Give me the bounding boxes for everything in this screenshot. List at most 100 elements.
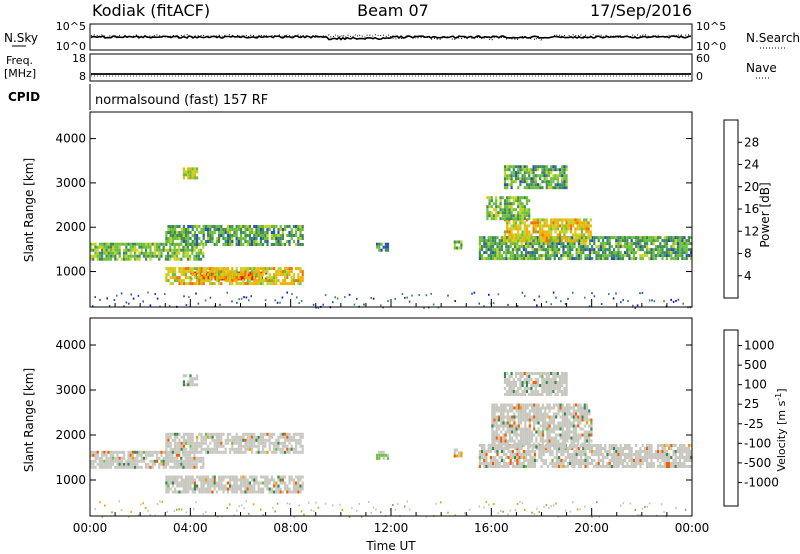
heatmap-cell bbox=[652, 456, 655, 459]
heatmap-cell bbox=[259, 276, 262, 280]
heatmap-cell bbox=[543, 218, 546, 222]
heatmap-cell bbox=[378, 450, 381, 454]
heatmap-cell bbox=[528, 445, 531, 449]
heatmap-cell bbox=[525, 186, 529, 190]
heatmap-cell bbox=[245, 500, 248, 503]
heatmap-cell bbox=[222, 475, 225, 479]
heatmap-cell bbox=[670, 444, 673, 447]
heatmap-cell bbox=[608, 450, 611, 453]
heatmap-cell bbox=[685, 453, 688, 456]
heatmap-cell bbox=[189, 481, 192, 485]
heatmap-cell bbox=[211, 240, 214, 243]
heatmap-cell bbox=[196, 435, 199, 439]
heatmap-cell bbox=[558, 381, 562, 384]
heatmap-cell bbox=[579, 508, 581, 511]
heatmap-cell bbox=[630, 248, 633, 252]
heatmap-cell bbox=[572, 501, 574, 504]
heatmap-cell bbox=[292, 450, 295, 454]
heatmap-cell bbox=[528, 224, 531, 228]
heatmap-cell bbox=[270, 267, 273, 271]
heatmap-cell bbox=[624, 444, 627, 447]
heatmap-cell bbox=[237, 237, 240, 240]
heatmap-cell bbox=[547, 236, 551, 240]
heatmap-cell bbox=[549, 242, 552, 246]
heatmap-cell bbox=[674, 236, 677, 240]
heatmap-cell bbox=[657, 447, 660, 450]
heatmap-cell bbox=[521, 211, 524, 215]
heatmap-cell bbox=[507, 456, 510, 459]
heatmap-cell bbox=[348, 293, 351, 296]
heatmap-cell bbox=[584, 459, 587, 462]
heatmap-cell bbox=[189, 237, 192, 240]
heatmap-cell bbox=[557, 442, 560, 446]
heatmap-cell bbox=[492, 254, 495, 258]
heatmap-cell bbox=[187, 243, 190, 246]
heatmap-cell bbox=[544, 439, 547, 443]
heatmap-cell bbox=[599, 254, 602, 258]
heatmap-cell bbox=[440, 501, 442, 504]
heatmap-cell bbox=[171, 251, 174, 255]
heatmap-cell bbox=[147, 291, 149, 294]
heatmap-cell bbox=[635, 453, 638, 456]
heatmap-cell bbox=[481, 462, 484, 465]
heatmap-cell bbox=[585, 421, 589, 425]
heatmap-cell bbox=[597, 236, 600, 240]
heatmap-cell bbox=[637, 459, 640, 462]
heatmap-cell bbox=[136, 248, 139, 252]
heatmap-cell bbox=[507, 462, 510, 465]
heatmap-cell bbox=[145, 453, 148, 457]
heatmap-cell bbox=[646, 444, 649, 447]
heatmap-cell bbox=[506, 202, 509, 206]
heatmap-cell bbox=[619, 254, 622, 258]
heatmap-cell bbox=[496, 242, 499, 246]
heatmap-cell bbox=[279, 234, 282, 237]
heatmap-cell bbox=[460, 240, 463, 244]
heatmap-cell bbox=[92, 305, 94, 308]
heatmap-cell bbox=[180, 465, 183, 469]
heatmap-cell bbox=[169, 444, 172, 448]
heatmap-cell bbox=[259, 475, 262, 479]
heatmap-cell bbox=[539, 439, 542, 443]
heatmap-cell bbox=[544, 445, 547, 449]
heatmap-cell bbox=[182, 465, 185, 469]
heatmap-cell bbox=[246, 484, 249, 488]
heatmap-cell bbox=[174, 475, 177, 479]
heatmap-cell bbox=[481, 450, 484, 453]
heatmap-cell bbox=[660, 503, 663, 506]
heatmap-cell bbox=[540, 459, 543, 462]
heatmap-cell bbox=[386, 456, 390, 460]
nsky-tick-top: 10^5 bbox=[56, 20, 86, 33]
heatmap-cell bbox=[560, 242, 563, 246]
heatmap-cell bbox=[652, 239, 655, 243]
heatmap-cell bbox=[114, 257, 117, 261]
heatmap-cell bbox=[619, 239, 622, 243]
heatmap-cell bbox=[137, 514, 140, 516]
heatmap-cell bbox=[281, 228, 284, 231]
heatmap-cell bbox=[214, 277, 217, 281]
heatmap-cell bbox=[635, 251, 638, 255]
heatmap-cell bbox=[130, 510, 132, 513]
heatmap-cell bbox=[516, 254, 519, 258]
heatmap-cell bbox=[193, 231, 196, 234]
heatmap-cell bbox=[610, 447, 613, 450]
heatmap-cell bbox=[478, 239, 481, 243]
heatmap-cell bbox=[517, 445, 520, 449]
heatmap-cell bbox=[630, 239, 633, 243]
heatmap-cell bbox=[182, 383, 185, 387]
heatmap-cell bbox=[593, 248, 596, 252]
heatmap-cell bbox=[237, 225, 240, 228]
heatmap-cell bbox=[200, 248, 203, 252]
heatmap-cell bbox=[196, 267, 199, 271]
heatmap-cell bbox=[535, 445, 538, 449]
heatmap-cell bbox=[674, 462, 677, 465]
heatmap-cell bbox=[569, 236, 572, 240]
heatmap-cell bbox=[528, 415, 531, 419]
heatmap-cell bbox=[525, 375, 529, 378]
heatmap-cell bbox=[140, 245, 143, 249]
heatmap-cell bbox=[512, 378, 515, 381]
heatmap-cell bbox=[518, 245, 521, 249]
heatmap-cell bbox=[584, 462, 587, 465]
heatmap-cell bbox=[503, 239, 507, 243]
heatmap-cell bbox=[670, 245, 673, 249]
